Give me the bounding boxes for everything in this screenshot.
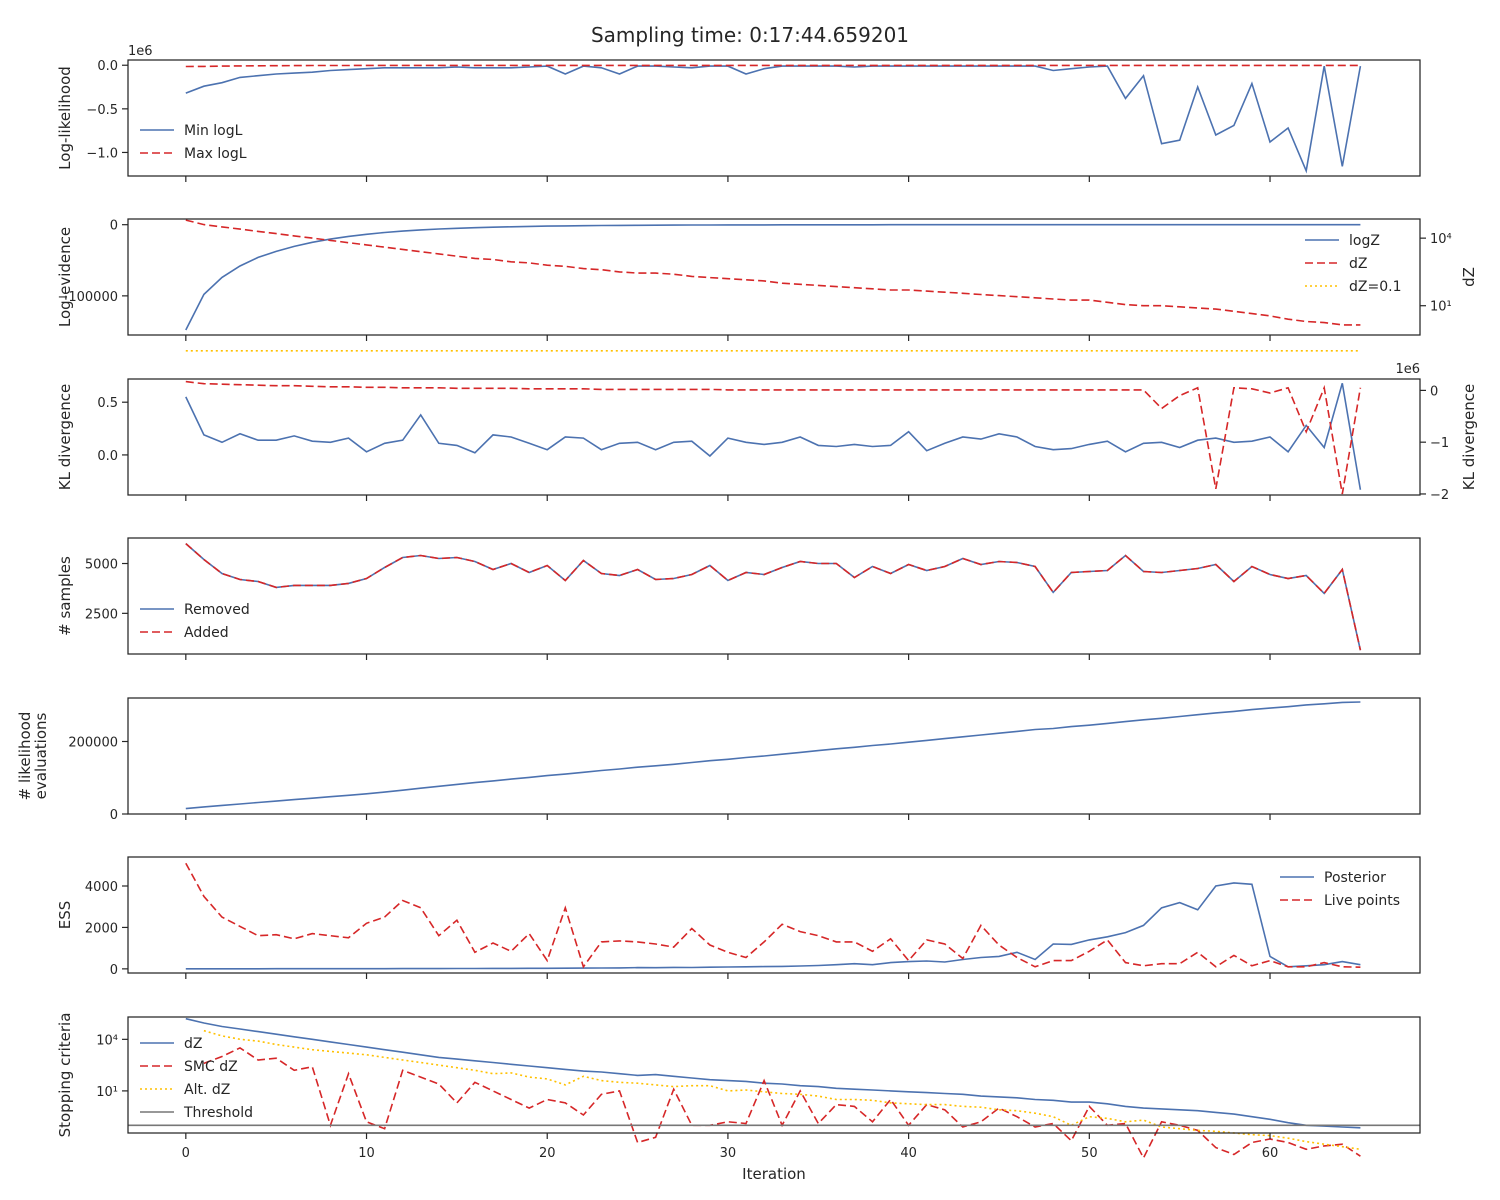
legend: logZ dZ dZ=0.1 xyxy=(1305,233,1401,295)
y-tick-label: 200000 xyxy=(68,736,118,751)
legend-label: dZ=0.1 xyxy=(1349,279,1401,295)
legend-label: Min logL xyxy=(184,123,243,139)
y-axis-label: # samples xyxy=(56,556,74,636)
y-axis-label: Stopping criteria xyxy=(56,1013,74,1138)
legend-label: Max logL xyxy=(184,146,247,162)
y-offset-text: 1e6 xyxy=(128,44,153,59)
series-line-max-logl xyxy=(185,64,1361,68)
subplot-6: 0 10 20 30 40 50 60 10⁴ 10¹ Stopping criteria dZ SM… xyxy=(56,1013,1421,1161)
right-y-tick-label: 10⁴ xyxy=(1430,232,1452,247)
legend: Posterior Live points xyxy=(1280,870,1400,909)
right-y-tick-label: 0 xyxy=(1430,384,1438,399)
y-axis-label: ESS xyxy=(56,901,74,930)
legend: Min logL Max logL xyxy=(140,123,247,162)
legend: dZ SMC dZ Alt. dZ Threshold xyxy=(140,1036,253,1121)
plot-frame xyxy=(127,218,1421,336)
y-tick-label: −0.5 xyxy=(86,103,118,118)
y-tick-label: 10⁴ xyxy=(96,1033,118,1048)
y-tick-label: 2000 xyxy=(85,921,118,936)
legend-label: Added xyxy=(184,625,229,641)
plot-frame xyxy=(127,1016,1421,1134)
x-tick-label: 30 xyxy=(720,1146,737,1161)
y-tick-label: 0.5 xyxy=(97,396,118,411)
series-line-removed xyxy=(185,542,1362,651)
right-y-axis-label: dZ xyxy=(1460,267,1478,287)
y-tick-label: −1.0 xyxy=(86,146,118,161)
series-line-added xyxy=(185,542,1362,651)
y-tick-label: −100000 xyxy=(57,290,118,305)
y-axis-label: KL divergence xyxy=(56,384,74,490)
legend-label: dZ xyxy=(184,1036,202,1052)
subplot-2: 0.5 0.0 0 −1 −2 1e6 KL divergence KL divergence xyxy=(56,362,1478,503)
legend-label: Threshold xyxy=(183,1105,253,1121)
legend-label: Posterior xyxy=(1324,870,1386,886)
legend-label: Removed xyxy=(184,602,250,618)
plot-frame xyxy=(127,378,1421,496)
right-y-offset-text: 1e6 xyxy=(1395,362,1420,377)
x-tick-label: 60 xyxy=(1262,1146,1279,1161)
subplot-5: 4000 2000 0 ESS Posterior Live points xyxy=(56,856,1421,979)
x-tick-label: 0 xyxy=(182,1146,190,1161)
plot-frame xyxy=(127,856,1421,974)
series-line-dz xyxy=(185,219,1361,326)
y-axis-label: Log-evidence xyxy=(56,227,74,327)
series-line-smc-dz xyxy=(203,1046,1361,1160)
x-tick-label: 40 xyxy=(900,1146,917,1161)
y-tick-label: 0 xyxy=(110,219,118,234)
x-tick-label: 20 xyxy=(539,1146,556,1161)
y-axis-label: evaluations xyxy=(32,712,50,799)
legend: Removed Added xyxy=(140,602,250,641)
y-tick-label: 10¹ xyxy=(96,1085,118,1100)
legend-label: Alt. dZ xyxy=(184,1082,230,1098)
series-line-0 xyxy=(185,382,1362,490)
y-tick-label: 4000 xyxy=(85,880,118,895)
y-tick-label: 2500 xyxy=(85,607,118,622)
plot-frame xyxy=(127,697,1421,815)
series-line-alt-dz xyxy=(203,1029,1361,1151)
y-axis-label: Log-likelihood xyxy=(56,66,74,170)
plot-frame xyxy=(127,537,1421,655)
series-line-min-logl xyxy=(185,65,1362,174)
right-y-tick-label: −1 xyxy=(1430,436,1449,451)
y-axis-label: # likelihood xyxy=(16,712,34,801)
x-tick-label: 50 xyxy=(1081,1146,1098,1161)
y-tick-label: 0.0 xyxy=(97,59,118,74)
series-line-dz xyxy=(185,1017,1361,1129)
subplot-1: 0 −100000 10⁴ 10¹ Log-evidence dZ logZ dZ dZ=0.1 xyxy=(56,218,1478,352)
legend-label: Live points xyxy=(1324,893,1400,909)
y-tick-label: 0 xyxy=(110,808,118,823)
subplot-3: 5000 2500 # samples Removed Added xyxy=(56,537,1421,660)
y-tick-label: 0 xyxy=(110,963,118,978)
x-tick-label: 10 xyxy=(358,1146,375,1161)
x-axis-label: Iteration xyxy=(742,1165,806,1183)
y-tick-label: 0.0 xyxy=(97,449,118,464)
series-line-live-points xyxy=(185,862,1361,969)
series-line-0 xyxy=(185,701,1361,810)
figure-title: Sampling time: 0:17:44.659201 xyxy=(591,23,909,47)
subplot-0: 0.0 −0.5 −1.0 1e6 Log-likelihood Min logL Max … xyxy=(56,44,1421,182)
subplots: 0.0 −0.5 −1.0 1e6 Log-likelihood Min logL Max … xyxy=(16,44,1478,1161)
legend-label: SMC dZ xyxy=(184,1059,238,1075)
legend-label: dZ xyxy=(1349,256,1367,272)
right-y-tick-label: 10¹ xyxy=(1430,300,1452,315)
y-tick-label: 5000 xyxy=(85,558,118,573)
plot-frame xyxy=(127,59,1421,177)
right-y-tick-label: −2 xyxy=(1430,488,1449,503)
series-line-posterior xyxy=(185,882,1361,970)
right-y-axis-label: KL divergence xyxy=(1460,384,1478,490)
series-line-logz xyxy=(185,223,1361,331)
series-line-1 xyxy=(185,380,1362,495)
legend-label: logZ xyxy=(1349,233,1380,249)
